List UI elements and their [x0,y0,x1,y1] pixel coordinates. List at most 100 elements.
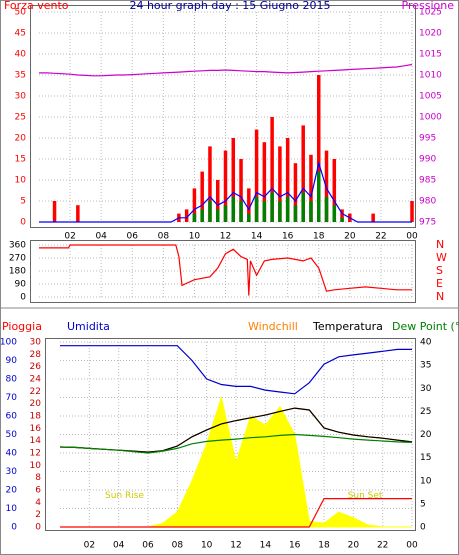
y-tick-label: 0 [420,523,426,533]
x-tick-label: 16 [289,541,301,551]
y-tick-label: 0 [20,293,26,303]
legend-entry: Pioggia [2,320,42,333]
bar [200,209,204,222]
y-tick-label: 20 [30,399,42,409]
y-tick-label: 14 [30,436,42,446]
chart-title: 24 hour graph day : 15 Giugno 2015 [129,0,330,12]
y-tick-label: 980 [419,197,436,207]
line [39,160,412,223]
x-tick-label: 06 [142,541,154,551]
y-tick-label: 1015 [419,50,442,60]
bar [270,117,274,222]
plot-frame [45,338,416,531]
bar [324,196,329,222]
bar [340,209,344,222]
legend-entry: Dew Point (°C [392,320,459,333]
x-tick-label: 22 [375,232,386,242]
x-tick-label: 16 [282,232,294,242]
x-tick-label: 00 [406,232,418,242]
x-tick-label: 14 [260,541,272,551]
bar [231,196,236,222]
bar [247,213,251,222]
y-tick-label: 1020 [419,29,442,39]
y-tick-label: 270 [9,254,26,264]
y-tick-label: 40 [420,338,432,348]
bar [301,192,305,222]
line [60,498,412,528]
bar [200,171,204,222]
y-tick-label: E [436,277,443,290]
x-tick-label: 10 [189,232,201,242]
bar [215,180,220,222]
y-tick-label: 30 [30,338,42,348]
x-tick-label: 08 [158,232,170,242]
x-tick-label: 20 [344,232,356,242]
bar [247,188,251,222]
legend-entry: Temperatura [312,320,383,333]
y-tick-label: 995 [419,134,436,144]
y-tick-label: 25 [15,113,26,123]
bar [223,205,228,222]
x-tick-label: 08 [172,541,184,551]
y-tick-label: 0 [11,523,17,533]
bar [317,75,321,222]
y-tick-label: 20 [15,134,27,144]
x-tick-label: 10 [201,541,213,551]
x-tick-label: 12 [230,541,241,551]
x-tick-label: 14 [251,232,263,242]
bar [76,205,80,222]
bar [317,171,321,222]
y-tick-label: 35 [15,71,26,81]
bar [278,201,282,222]
legend-entry: Windchill [248,320,298,333]
bar [215,209,220,222]
x-tick-label: 06 [127,232,139,242]
y-tick-label: 0 [20,218,26,228]
bar [262,201,267,222]
bar [332,159,337,222]
y-tick-label: 2 [35,510,41,520]
y-tick-label: 80 [6,375,18,385]
y-tick-label: 30 [6,467,18,477]
y-tick-label: W [436,251,447,264]
bar [301,125,305,222]
y-tick-label: 40 [6,449,18,459]
y-tick-label: 12 [30,449,41,459]
y-tick-label: 40 [15,50,27,60]
y-tick-label: 10 [15,176,27,186]
bar [340,217,344,222]
bar [254,196,259,222]
y-tick-label: 10 [6,504,18,514]
y-tick-label: 30 [420,384,432,394]
y-tick-label: 15 [420,453,431,463]
bar [324,150,329,222]
y-tick-label: 70 [6,393,18,403]
x-tick-label: 02 [84,541,95,551]
x-tick-label: 00 [406,541,418,551]
y-tick-label: 45 [15,29,26,39]
y-tick-label: 10 [420,476,432,486]
legend-entry: Umidita [67,320,110,333]
bar [192,213,197,222]
bar [239,201,243,222]
x-tick-label: 18 [318,541,330,551]
line [60,345,412,395]
bar [52,201,57,222]
bar [293,163,298,222]
bar [309,201,313,222]
y-tick-label: 24 [30,375,42,385]
y-tick-label: N [436,290,444,303]
y-tick-label: 90 [6,356,18,366]
x-tick-label: 20 [348,541,360,551]
y-tick-label: 35 [420,361,431,371]
x-tick-label: 22 [377,541,388,551]
y-tick-label: 100 [0,338,17,348]
bar [309,154,313,222]
y-tick-label: 16 [30,424,42,434]
bar [410,201,414,222]
bar [254,129,259,222]
bar [184,209,189,222]
bar [332,205,337,222]
y-tick-label: 4 [35,498,41,508]
